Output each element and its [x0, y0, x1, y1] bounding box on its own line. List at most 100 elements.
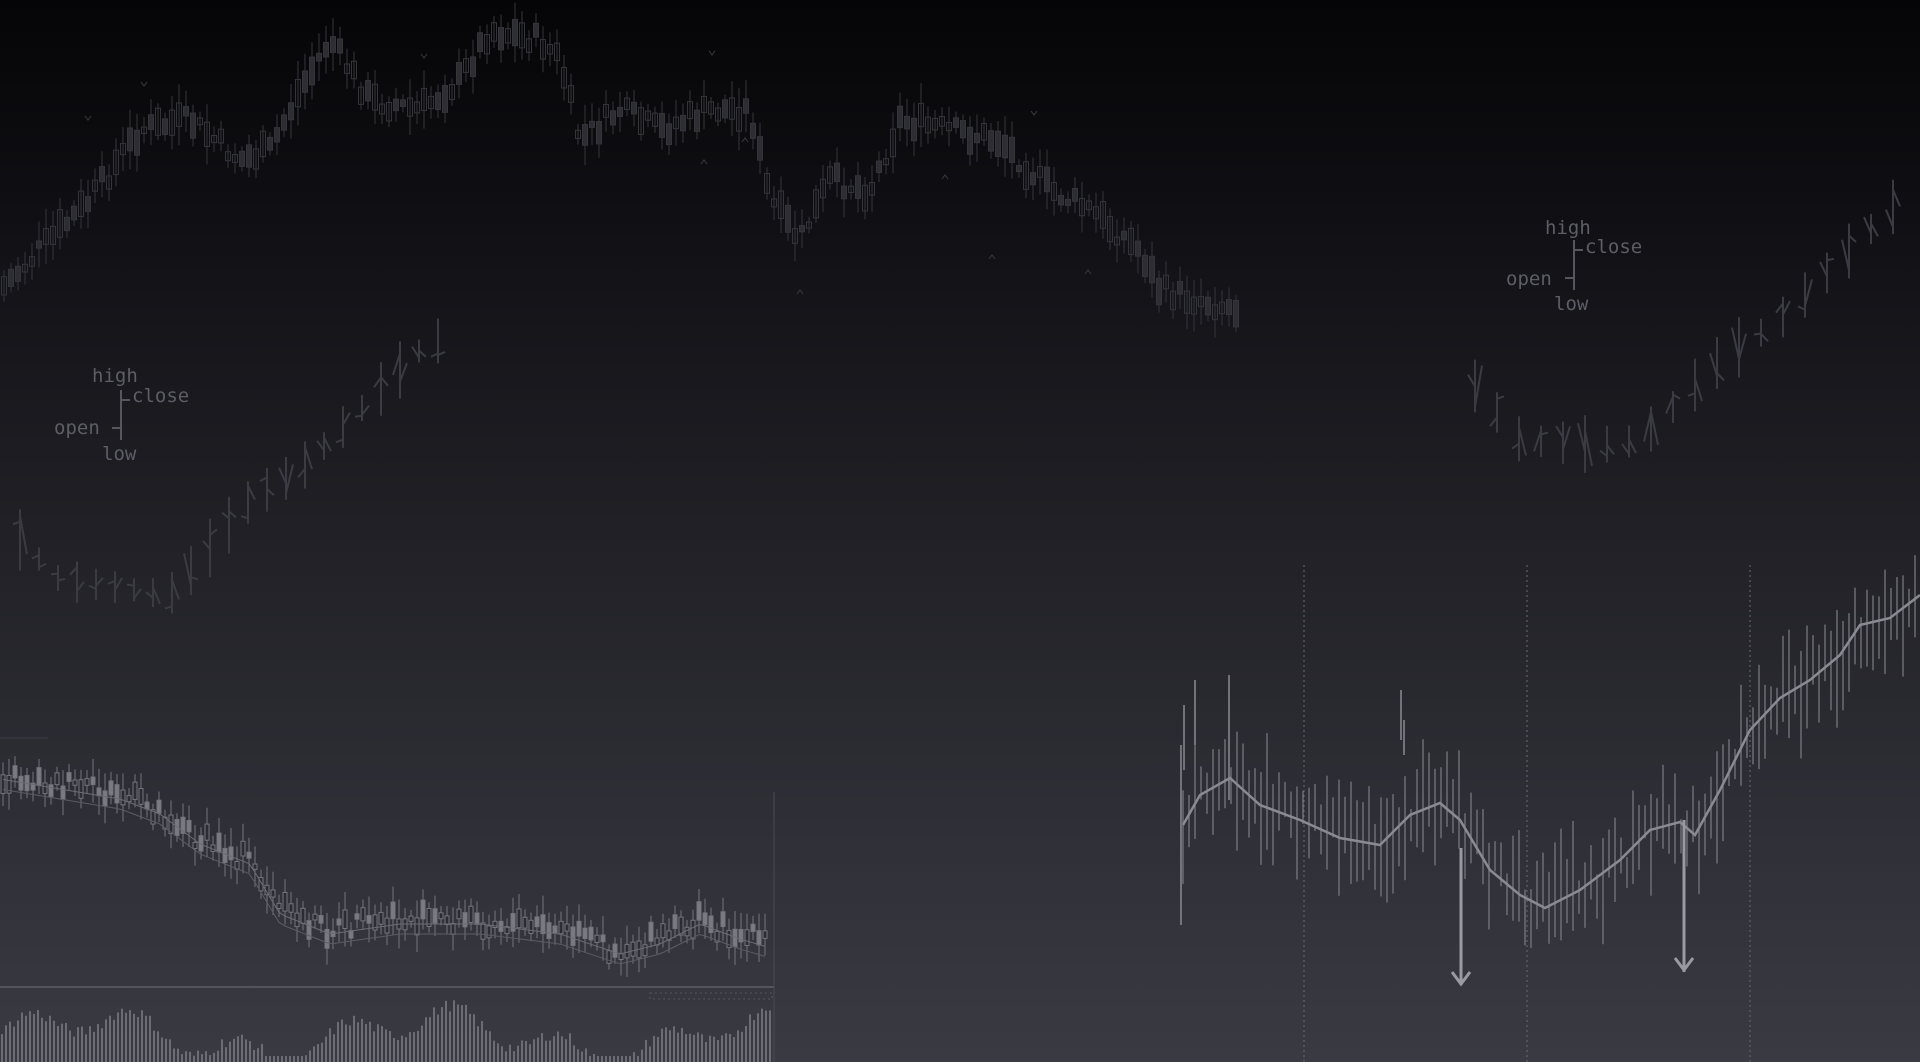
- ohlc-open-tick: [1511, 442, 1520, 450]
- candle-body: [92, 179, 98, 192]
- candle-body: [904, 115, 910, 130]
- candle-body: [1079, 197, 1085, 217]
- candle-body: [113, 149, 119, 176]
- mini-candle-body: [528, 919, 534, 934]
- candle-body: [449, 84, 455, 101]
- mini-candle-body: [420, 899, 426, 920]
- candle-body: [1170, 290, 1176, 311]
- candle-body: [456, 61, 462, 85]
- candle-body: [225, 151, 231, 162]
- candle-body: [8, 268, 14, 287]
- mini-candle-body: [174, 819, 180, 837]
- mini-candle-body: [630, 941, 636, 957]
- mini-candle-body: [432, 908, 438, 924]
- candle-body: [407, 97, 413, 117]
- mini-candle-body: [588, 926, 594, 941]
- candle-body: [1009, 136, 1015, 164]
- candle-body: [960, 120, 966, 139]
- candle-body: [876, 160, 882, 174]
- ohlc-close-tick: [95, 577, 104, 587]
- mini-candle-body: [114, 784, 120, 804]
- mini-candle-body: [228, 846, 234, 861]
- candle-body: [890, 128, 896, 158]
- mini-chart-panel: [0, 737, 775, 1062]
- candle-body: [337, 38, 343, 54]
- mini-candle-body: [156, 799, 162, 814]
- mini-candle-body: [204, 823, 210, 841]
- candle-body: [463, 58, 469, 73]
- ohlc-close-tick: [1694, 378, 1703, 402]
- candle-body: [288, 102, 294, 121]
- mini-candle-body: [552, 925, 558, 934]
- candle-body: [148, 114, 154, 130]
- candle-body: [855, 175, 861, 199]
- candle-body: [1044, 166, 1050, 193]
- candle-body: [1030, 172, 1036, 186]
- mini-candle-body: [666, 930, 672, 941]
- legend-sample-bar: [112, 390, 130, 440]
- mini-candle-body: [540, 914, 546, 935]
- ohlc-open-tick: [411, 346, 420, 359]
- candle-body: [1177, 281, 1183, 295]
- ohlc-close-tick: [266, 488, 275, 496]
- ohlc-close-tick: [1474, 365, 1483, 407]
- ohlc-close-tick: [1848, 234, 1857, 243]
- small-arrow-icon: [140, 81, 148, 87]
- arrow-down-icon: [1673, 820, 1695, 973]
- legend-sample-bar: [1565, 240, 1583, 290]
- mini-candle-body: [108, 780, 114, 796]
- candle-body: [197, 117, 203, 126]
- mini-candle-body: [54, 772, 60, 786]
- ohlc-open-tick: [1665, 396, 1674, 414]
- mini-candle-body: [618, 953, 624, 961]
- candle-body: [645, 110, 651, 121]
- ohlc-open-tick: [1885, 209, 1894, 228]
- candle-body: [617, 106, 623, 117]
- ohlc-open-tick: [430, 352, 439, 358]
- candle-body: [813, 189, 819, 219]
- mini-candle-body: [642, 944, 648, 957]
- ohlc-close-tick: [1540, 431, 1549, 436]
- ohlc-close-tick: [190, 576, 199, 581]
- candle-body: [1051, 182, 1057, 201]
- vertical-dotted-gridlines: [1303, 565, 1751, 1062]
- candle-body: [64, 216, 70, 232]
- ohlc-open-tick: [50, 572, 59, 576]
- small-arrow-icon: [84, 115, 92, 121]
- right-indicator-chart: [1180, 555, 1920, 1062]
- ohlc-open-tick: [1753, 332, 1762, 336]
- ohlc-close-tick: [399, 362, 408, 382]
- candle-body: [36, 240, 42, 249]
- mini-candle-body: [318, 914, 324, 924]
- mini-candle-body: [276, 902, 282, 909]
- mini-candle-body: [216, 832, 222, 853]
- mini-candle-body: [150, 809, 156, 825]
- ohlc-close-tick: [1826, 257, 1835, 262]
- ohlc-close-tick: [342, 412, 351, 426]
- ohlc-open-tick: [164, 605, 173, 610]
- mini-candle-body: [126, 795, 132, 803]
- legend-low-label: low: [1554, 293, 1589, 315]
- mini-candle-body: [366, 915, 372, 924]
- ohlc-close-tick: [1672, 393, 1681, 400]
- candle-body: [561, 66, 567, 89]
- mini-candle-body: [102, 790, 108, 807]
- ohlc-open-tick: [145, 591, 154, 599]
- candle-body: [43, 228, 49, 245]
- candle-body: [386, 101, 392, 122]
- mini-candle-body: [690, 919, 696, 940]
- ohlc-open-tick: [1863, 216, 1872, 234]
- candle-body: [29, 256, 35, 267]
- small-arrow-icon: [1084, 269, 1092, 275]
- mini-candle-body: [702, 912, 708, 926]
- candle-body: [533, 22, 539, 38]
- mini-candle-body: [660, 923, 666, 939]
- candle-body: [477, 32, 483, 53]
- mini-candle-body: [462, 912, 468, 928]
- ohlc-open-tick: [1489, 416, 1498, 427]
- candle-body: [589, 120, 595, 128]
- candle-body: [988, 130, 994, 152]
- candle-body: [99, 166, 105, 183]
- mini-candle-body: [492, 920, 498, 928]
- mini-candle-body: [678, 916, 684, 936]
